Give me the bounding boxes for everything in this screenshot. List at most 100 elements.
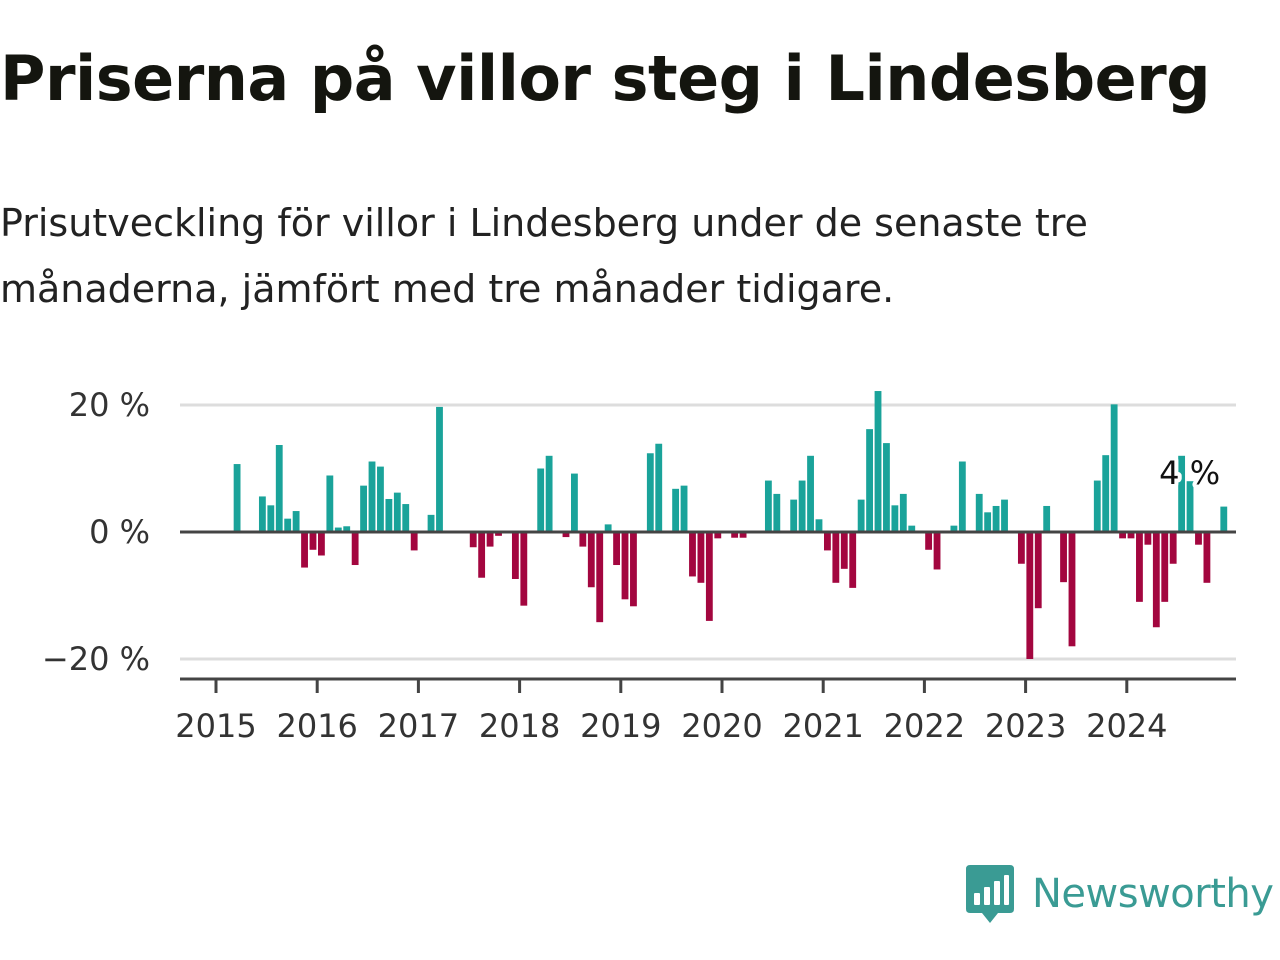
bar [579, 532, 587, 547]
bar [545, 455, 553, 532]
bar [1068, 532, 1076, 647]
bar [343, 526, 351, 532]
bar [275, 445, 283, 532]
bar [1060, 532, 1067, 583]
bar [1186, 481, 1194, 532]
bar [849, 532, 857, 588]
y-tick-label: 20 % [69, 386, 150, 424]
bar [950, 525, 958, 532]
bar [1110, 404, 1118, 532]
x-tick-label: 2023 [985, 707, 1066, 745]
bar [731, 532, 739, 538]
bar [815, 519, 823, 532]
bar [1136, 532, 1143, 602]
bar [1017, 532, 1025, 564]
bar [697, 532, 705, 583]
bar [621, 532, 629, 600]
bar [883, 443, 890, 532]
bar [646, 453, 654, 532]
bar [360, 485, 367, 532]
bar [925, 532, 933, 550]
bar [520, 532, 528, 606]
grid-lines [180, 403, 1236, 661]
bar [402, 504, 410, 532]
bar [292, 511, 300, 532]
bar [984, 512, 992, 532]
bar [908, 525, 916, 532]
x-tick-label: 2018 [479, 707, 560, 745]
bar [377, 466, 384, 532]
bar [478, 532, 486, 578]
bar [318, 532, 325, 556]
bar [992, 505, 1000, 532]
bar [326, 475, 334, 532]
bar [840, 532, 848, 569]
bar [874, 391, 882, 532]
bar [537, 468, 545, 532]
bar [334, 527, 342, 532]
bar [1001, 499, 1008, 532]
bar [899, 493, 907, 532]
bar [562, 532, 570, 538]
bar [427, 514, 435, 532]
bar [790, 499, 798, 532]
x-tick-label: 2021 [782, 707, 863, 745]
bar [436, 406, 443, 532]
x-tick-label: 2015 [175, 707, 256, 745]
bar [1178, 455, 1186, 532]
newsworthy-logo-icon [966, 865, 1014, 923]
data-label: 4 % [1159, 454, 1220, 492]
bar [832, 532, 840, 583]
x-tick-label: 2022 [884, 707, 965, 745]
bar [705, 532, 713, 621]
bar [309, 532, 317, 550]
bar [1195, 532, 1202, 545]
bar [495, 532, 502, 536]
x-tick-label: 2024 [1086, 707, 1167, 745]
bar [773, 493, 781, 532]
x-tick-label: 2020 [681, 707, 762, 745]
bar [587, 532, 595, 588]
bar [857, 499, 865, 532]
chart-subtitle: Prisutveckling för villor i Lindesberg u… [0, 201, 1088, 311]
bar [1043, 505, 1051, 532]
y-tick-label: 0 % [89, 513, 150, 551]
x-tick-label: 2019 [580, 707, 661, 745]
bar [1119, 532, 1126, 539]
bar [368, 461, 376, 532]
x-tick-label: 2016 [276, 707, 357, 745]
bar [807, 455, 814, 532]
bar [1152, 532, 1160, 628]
bar [655, 443, 663, 532]
bar [284, 518, 292, 532]
bar [258, 496, 266, 532]
bar-chart: 20 % 0 % −20 % 2015 2016 2017 2018 2019 2020 2021… [42, 386, 1236, 745]
tick-labels: 20 % 0 % −20 % 2015 2016 2017 2018 2019 2020 2021… [42, 386, 1224, 745]
bar [1220, 506, 1228, 532]
bar [486, 532, 494, 547]
bar [1102, 455, 1110, 532]
bar [469, 532, 477, 548]
bar [511, 532, 519, 579]
newsworthy-brand[interactable]: Newsworthy [964, 862, 1274, 926]
bar [689, 532, 696, 577]
bar [764, 480, 772, 532]
bar [1169, 532, 1177, 564]
bar [866, 429, 873, 532]
bar [739, 532, 747, 538]
y-tick-label: −20 % [42, 640, 150, 678]
bar [571, 473, 578, 532]
bar [393, 492, 401, 532]
bar [958, 461, 966, 532]
bar [933, 532, 941, 570]
bar [1127, 532, 1135, 539]
bar [798, 480, 806, 532]
bar [824, 532, 831, 551]
bar [385, 498, 393, 532]
bar [351, 532, 359, 566]
bar [1203, 532, 1211, 583]
bar [604, 524, 612, 532]
x-tick-label: 2017 [378, 707, 459, 745]
bar [410, 532, 418, 551]
brand-name: Newsworthy [1032, 871, 1274, 917]
